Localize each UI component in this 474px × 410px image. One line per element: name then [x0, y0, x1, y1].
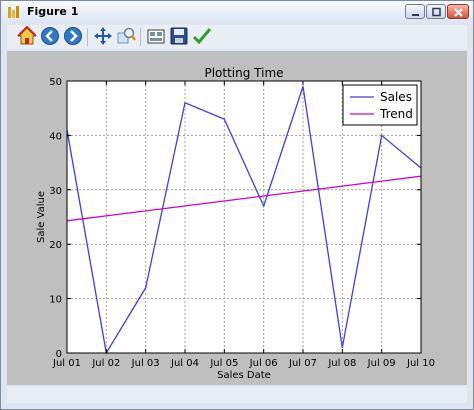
edit-check-button[interactable]: [192, 26, 212, 46]
legend: Sales Trend: [342, 84, 418, 126]
y-tick-label: 30: [49, 186, 62, 197]
close-button[interactable]: [447, 4, 469, 19]
plot-area: [67, 81, 421, 353]
home-button[interactable]: [17, 25, 37, 46]
home-icon: [17, 25, 37, 45]
toolbar: [7, 25, 467, 49]
save-button[interactable]: [169, 26, 189, 46]
y-tick-label: 20: [49, 240, 62, 251]
y-tick-label: 50: [49, 77, 62, 88]
maximize-button[interactable]: [426, 4, 446, 19]
y-axis-label: Sale Value: [36, 191, 47, 243]
maximize-icon: [432, 7, 441, 17]
chart: Jul 01 Jul 02 Jul 03 Jul 04 Jul 05 Jul 06 Jul …: [36, 66, 435, 381]
legend-label: Sales: [380, 90, 412, 104]
toolbar-separator: [140, 28, 141, 46]
x-tick-label: Jul 07: [288, 358, 317, 369]
x-axis-label: Sales Date: [217, 370, 271, 381]
x-tick-label: Jul 04: [170, 358, 199, 369]
minimize-icon: [412, 14, 419, 16]
zoom-icon: [117, 27, 136, 44]
x-tick-label: Jul 03: [131, 358, 160, 369]
forward-icon: [64, 27, 82, 45]
x-tick-label: Jul 01: [52, 358, 81, 369]
back-button[interactable]: [40, 26, 60, 46]
toolbar-separator: [87, 28, 88, 46]
zoom-button[interactable]: [116, 26, 136, 46]
y-tick-label: 40: [49, 131, 62, 142]
title-bar[interactable]: Figure 1: [1, 1, 473, 23]
x-tick-label: Jul 02: [91, 358, 120, 369]
pan-icon: [94, 27, 112, 45]
close-icon: [454, 8, 463, 17]
series-line-trend: [66, 175, 422, 222]
x-axis-ticks: Jul 01 Jul 02 Jul 03 Jul 04 Jul 05 Jul 06 Jul …: [52, 81, 435, 369]
figure-canvas[interactable]: Jul 01 Jul 02 Jul 03 Jul 04 Jul 05 Jul 06 Jul …: [7, 51, 467, 385]
y-tick-label: 0: [56, 349, 62, 360]
subplots-icon: [147, 29, 165, 44]
pan-button[interactable]: [93, 26, 113, 46]
series-line-sales: [66, 86, 422, 355]
y-axis-ticks: 0 10 20 30 40 50: [49, 77, 421, 360]
chart-title: Plotting Time: [204, 66, 283, 80]
series-lines: [66, 86, 422, 355]
subplots-button[interactable]: [146, 26, 166, 46]
x-tick-label: Jul 06: [249, 358, 278, 369]
app-icon: [8, 6, 19, 18]
x-tick-label: Jul 10: [406, 358, 435, 369]
x-tick-label: Jul 09: [367, 358, 396, 369]
legend-box: [342, 84, 418, 126]
x-tick-label: Jul 05: [209, 358, 238, 369]
save-icon: [170, 27, 188, 45]
minimize-button[interactable]: [405, 4, 425, 19]
legend-label: Trend: [379, 107, 413, 121]
status-bar: [7, 387, 467, 403]
back-icon: [41, 27, 59, 45]
y-tick-label: 10: [49, 295, 62, 306]
window-title: Figure 1: [27, 5, 79, 18]
edit-check-icon: [192, 28, 212, 45]
x-tick-label: Jul 08: [327, 358, 356, 369]
grid: [67, 81, 421, 353]
plot-frame: [66, 80, 422, 354]
forward-button[interactable]: [63, 26, 83, 46]
